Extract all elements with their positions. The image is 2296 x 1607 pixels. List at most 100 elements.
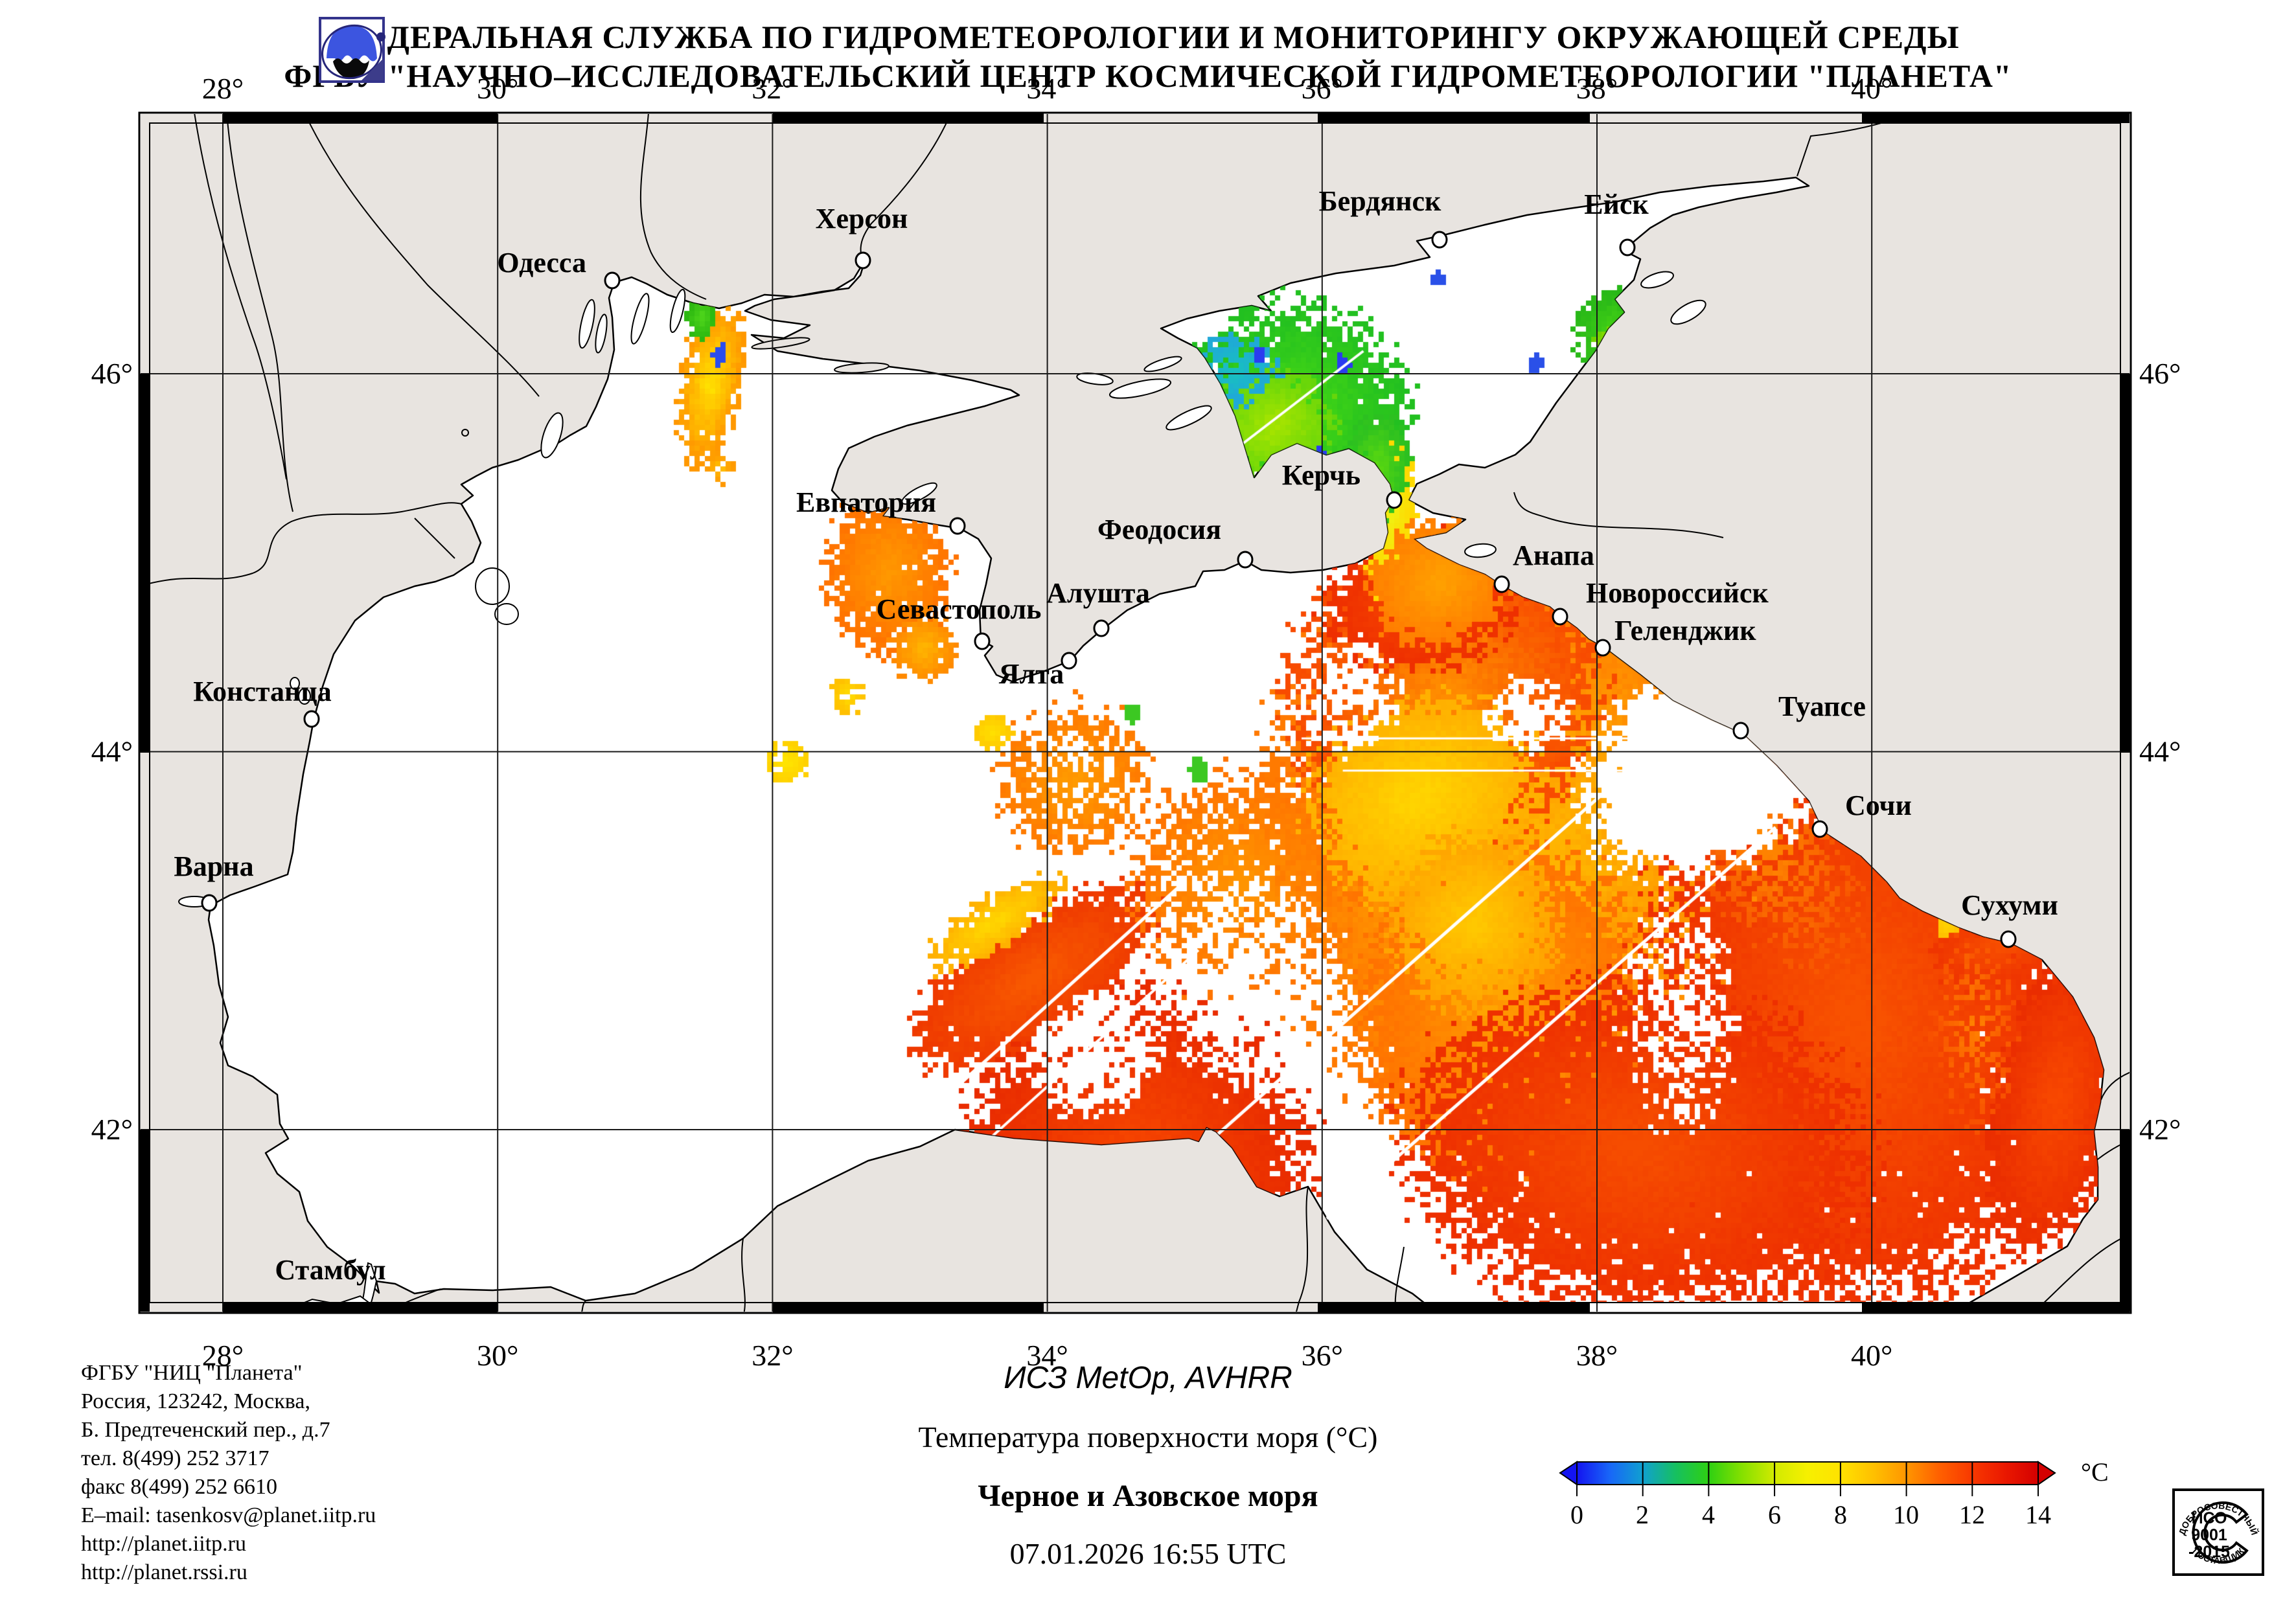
contact-block: ФГБУ "НИЦ "Планета" Россия, 123242, Моск… [81,1359,376,1587]
city-dot-сухуми [2000,930,2017,948]
frame-band-bottom [773,1303,1044,1313]
colorbar-tick-label: 10 [1893,1500,1919,1529]
city-label-сочи: Сочи [1845,790,1912,821]
axis-label-lon-bottom: 36° [1302,1339,1343,1372]
city-dot-новороссийск [1552,608,1568,626]
colorbar-gradient [1576,1461,2039,1485]
axis-label-lat-left: 46° [91,357,133,390]
colorbar: 0 2 4 6 8 10 12 14 °C [1559,1457,2109,1529]
axis-label-lon-bottom: 32° [752,1339,793,1372]
axis-label-lat-left: 44° [91,735,133,768]
city-label-новороссийск: Новороссийск [1586,577,1769,609]
city-dot-ялта [1061,652,1077,670]
city-label-херсон: Херсон [816,203,908,234]
city-label-ейск: Ейск [1584,188,1649,220]
frame-band-right [2120,374,2131,753]
city-label-бердянск: Бердянск [1319,185,1441,217]
city-dot-ейск [1619,238,1636,256]
colorbar-tick-label: 2 [1636,1500,1649,1529]
colorbar-tick-label: 6 [1768,1500,1781,1529]
axis-label-lon-bottom: 30° [477,1339,518,1372]
contact-line: http://planet.iitp.ru [81,1532,246,1556]
iso-c-mark [2192,1501,2249,1564]
contact-line: http://planet.rssi.ru [81,1560,247,1584]
contact-line: Б. Предтеченский пер., д.7 [81,1418,330,1442]
city-label-сухуми: Сухуми [1961,889,2058,921]
city-dot-геленджик [1594,639,1611,657]
axis-label-lat-left: 42° [91,1113,133,1146]
frame-band-top [773,113,1044,123]
frame-band-left [139,374,150,753]
colorbar-tick-label: 12 [1959,1500,1985,1529]
frame-band-top [1318,113,1590,123]
axis-label-lon-bottom: 28° [202,1339,244,1372]
axis-label-lon-top: 34° [1026,72,1068,105]
city-label-керчь: Керчь [1282,459,1360,491]
colorbar-tick-label: 14 [2025,1500,2051,1529]
city-dot-евпатория [949,517,966,535]
axis-label-lon-bottom: 38° [1576,1339,1618,1372]
frame-band-bottom [1862,1303,2130,1313]
caption-parameter: Температура поверхности моря (°C) [918,1420,1378,1453]
city-label-севастополь: Севастополь [877,593,1042,625]
caption-satellite: ИСЗ MetOp, AVHRR [1004,1361,1292,1395]
city-dot-алушта [1093,619,1110,637]
city-dot-севастополь [974,632,991,650]
city-dot-феодосия [1237,551,1254,569]
axis-label-lon-bottom: 40° [1851,1339,1892,1372]
colorbar-right-arrow [2038,1461,2056,1486]
frame-band-right [2120,1130,2131,1312]
iso-line1: ИСО [2192,1509,2227,1527]
city-dot-бердянск [1431,231,1448,249]
axis-label-lon-top: 38° [1576,72,1618,105]
frame-band-left [139,1130,150,1312]
city-dot-херсон [855,251,871,269]
colorbar-tick-label: 8 [1834,1500,1847,1529]
frame-band-top [223,113,498,123]
axis-label-lon-top: 30° [477,72,518,105]
contact-line: E–mail: tasenkosv@planet.iitp.ru [81,1503,376,1527]
city-label-констанца: Констанца [193,676,331,707]
city-label-одесса: Одесса [497,247,586,279]
colorbar-unit: °C [2081,1457,2109,1487]
contact-line: Россия, 123242, Москва, [81,1389,310,1413]
frame-band-top [1862,113,2130,123]
city-dot-керчь [1386,491,1403,509]
iso-line2: 9001 [2191,1526,2227,1544]
city-label-ялта: Ялта [999,658,1064,690]
city-label-анапа: Анапа [1513,540,1594,571]
contact-line: тел. 8(499) 252 3717 [81,1446,270,1470]
frame-band-bottom [223,1303,498,1313]
caption-region: Черное и Азовское моря [978,1479,1318,1513]
city-label-евпатория: Евпатория [796,486,936,518]
city-dot-одесса [604,271,621,290]
axis-label-lon-bottom: 34° [1026,1339,1068,1372]
axis-label-lon-top: 28° [202,72,244,105]
axis-label-lat-right: 46° [2139,357,2181,390]
axis-label-lon-top: 40° [1851,72,1892,105]
city-label-феодосия: Феодосия [1097,514,1221,545]
axis-label-lat-right: 42° [2139,1113,2181,1146]
colorbar-tick-label: 0 [1570,1500,1583,1529]
city-dot-туапсе [1732,722,1749,740]
frame-band-bottom [1318,1303,1590,1313]
axis-label-lon-top: 32° [752,72,793,105]
city-label-варна: Варна [174,850,253,882]
colorbar-ticks [1576,1462,2039,1496]
axis-label-lon-top: 36° [1302,72,1343,105]
axis-label-lat-right: 44° [2139,735,2181,768]
city-label-стамбул: Стамбул [275,1254,385,1286]
city-dot-анапа [1493,575,1510,593]
caption-datetime: 07.01.2026 16:55 UTC [1009,1537,1287,1570]
colorbar-tick-label: 4 [1702,1500,1715,1529]
city-dot-варна [201,894,218,912]
contact-line: ФГБУ "НИЦ "Планета" [81,1361,303,1385]
city-label-геленджик: Геленджик [1614,615,1756,646]
city-label-алушта: Алушта [1046,577,1150,609]
city-dot-сочи [1811,820,1828,838]
city-label-туапсе: Туапсе [1778,690,1866,722]
colorbar-left-arrow [1559,1461,1578,1486]
